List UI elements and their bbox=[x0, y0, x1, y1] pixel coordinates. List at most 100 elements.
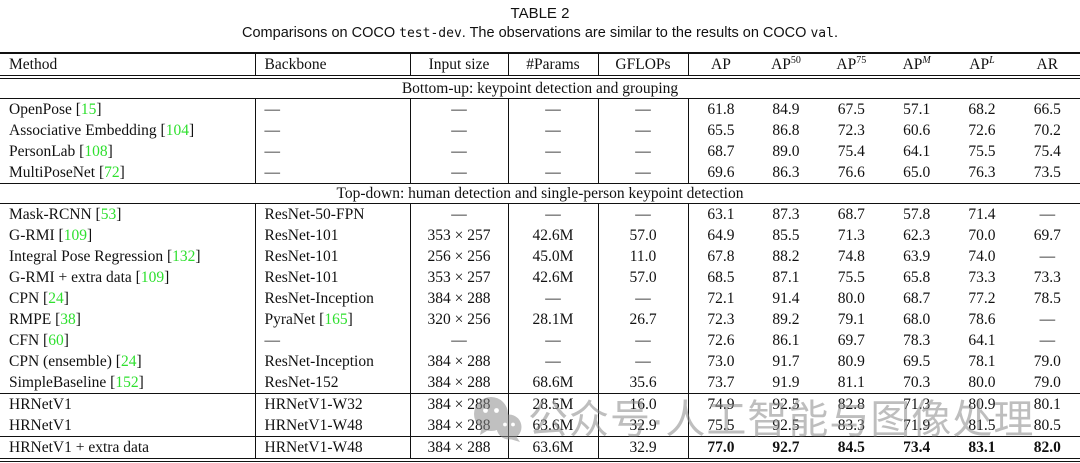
method-cell: Mask-RCNN [53] bbox=[0, 203, 256, 225]
metric-cell: 85.5 bbox=[772, 227, 800, 244]
params-cell: — bbox=[508, 330, 599, 351]
metric-cell: 68.5 bbox=[707, 269, 735, 286]
table-row: CPN [24] ResNet-Inception 384 × 288— —72.1 9… bbox=[0, 288, 1080, 309]
metric-cell: 70.0 bbox=[968, 227, 996, 244]
params-cell: — bbox=[508, 120, 599, 141]
metric-cell: 80.1 bbox=[1014, 393, 1080, 415]
gflops-cell: 32.9 bbox=[598, 436, 689, 462]
metric-cell: 66.5 bbox=[1033, 101, 1061, 118]
metric-cell: 80.0 bbox=[968, 374, 996, 391]
backbone-cell: HRNetV1-W48 bbox=[255, 415, 411, 437]
metric-cell: 72.6 bbox=[707, 332, 735, 349]
metric-cell: 75.4 bbox=[837, 143, 865, 160]
input-size-cell: — bbox=[410, 203, 509, 225]
backbone-cell: ResNet-Inception bbox=[255, 288, 411, 309]
params-cell: 28.5M bbox=[508, 393, 599, 415]
column-header-gflops: GFLOPs bbox=[598, 53, 689, 79]
gflops-cell: — bbox=[598, 288, 689, 309]
caption-text: . bbox=[833, 25, 838, 41]
table-row: HRNetV1 HRNetV1-W48 384 × 288 63.6M 32.9 75.5… bbox=[0, 415, 1080, 437]
backbone-cell: ResNet-152 bbox=[255, 372, 411, 394]
results-table: Method Backbone Input size #Params GFLOPs AP A… bbox=[0, 52, 1080, 462]
metric-cell: 74.0 bbox=[968, 248, 996, 265]
table-caption: Comparisons on COCO test-dev. The observ… bbox=[0, 25, 1080, 41]
metric-cell: 92.7 bbox=[753, 436, 819, 462]
backbone-cell: — bbox=[255, 162, 411, 184]
metric-cell: 60.6 bbox=[903, 122, 931, 139]
metric-cell: 84.5 bbox=[818, 436, 884, 462]
metric-cell: 91.9 bbox=[772, 374, 800, 391]
gflops-cell: 35.6 bbox=[598, 372, 689, 394]
table-row: G-RMI + extra data [109] ResNet-101 353 × … bbox=[0, 267, 1080, 288]
table-row: HRNetV1 + extra data HRNetV1-W48 384 × 288… bbox=[0, 436, 1080, 462]
metric-cell: 84.9 bbox=[772, 101, 800, 118]
metric-cell: 83.1 bbox=[949, 436, 1015, 462]
metric-cell: 71.3 bbox=[837, 227, 865, 244]
metric-cell: 70.2 bbox=[1033, 122, 1061, 139]
gflops-cell: 26.7 bbox=[598, 309, 689, 330]
metric-cell: 72.3 bbox=[837, 122, 865, 139]
backbone-cell: — bbox=[255, 98, 411, 120]
params-cell: 68.6M bbox=[508, 372, 599, 394]
caption-text: Comparisons on COCO bbox=[242, 25, 400, 41]
metric-cell: 82.8 bbox=[818, 393, 884, 415]
input-size-cell: 384 × 288 bbox=[410, 436, 509, 462]
metric-cell: 65.5 bbox=[707, 122, 735, 139]
input-size-cell: — bbox=[410, 162, 509, 184]
table-header-row: Method Backbone Input size #Params GFLOPs AP A… bbox=[0, 53, 1080, 79]
metric-cell: — bbox=[1039, 248, 1056, 265]
gflops-cell: — bbox=[598, 351, 689, 372]
input-size-cell: 384 × 288 bbox=[410, 351, 509, 372]
input-size-cell: 384 × 288 bbox=[410, 288, 509, 309]
metric-cell: 87.3 bbox=[772, 206, 800, 223]
backbone-cell: — bbox=[255, 141, 411, 162]
table-row: CPN (ensemble) [24] ResNet-Inception 384 ×… bbox=[0, 351, 1080, 372]
metric-cell: 81.5 bbox=[968, 417, 996, 434]
metric-cell: — bbox=[1039, 206, 1056, 223]
column-header-apl: APL bbox=[949, 53, 1015, 79]
caption-text: . The observations are similar to the re… bbox=[461, 25, 811, 41]
metric-cell: 64.1 bbox=[968, 332, 996, 349]
gflops-cell: 57.0 bbox=[598, 267, 689, 288]
table-row: OpenPose [15] — — — —61.8 84.9 67.5 57.1 68.2 66.… bbox=[0, 98, 1080, 120]
input-size-cell: — bbox=[410, 98, 509, 120]
column-header-input-size: Input size bbox=[410, 53, 509, 79]
method-cell: SimpleBaseline [152] bbox=[0, 372, 256, 394]
column-header-backbone: Backbone bbox=[255, 53, 411, 79]
metric-cell: 74.9 bbox=[688, 393, 754, 415]
metric-cell: 68.0 bbox=[903, 311, 931, 328]
column-header-ar: AR bbox=[1014, 53, 1080, 79]
metric-cell: 71.3 bbox=[883, 393, 950, 415]
method-cell: Integral Pose Regression [132] bbox=[0, 246, 256, 267]
metric-cell: 75.5 bbox=[707, 417, 735, 434]
metric-cell: 70.3 bbox=[903, 374, 931, 391]
metric-cell: 73.3 bbox=[968, 269, 996, 286]
metric-cell: 81.1 bbox=[837, 374, 865, 391]
gflops-cell: — bbox=[598, 120, 689, 141]
caption-mono-text: val bbox=[810, 26, 834, 41]
metric-cell: 83.3 bbox=[837, 417, 865, 434]
params-cell: — bbox=[508, 141, 599, 162]
citation: 132 bbox=[172, 248, 196, 265]
citation: 104 bbox=[165, 122, 189, 139]
citation: 38 bbox=[60, 311, 76, 328]
method-cell: HRNetV1 bbox=[0, 415, 256, 437]
metric-cell: 64.9 bbox=[707, 227, 735, 244]
gflops-cell: 11.0 bbox=[598, 246, 689, 267]
table-row: Mask-RCNN [53] ResNet-50-FPN — — —63.1 87.3 68… bbox=[0, 203, 1080, 225]
table-row: SimpleBaseline [152] ResNet-152 384 × 288 6… bbox=[0, 372, 1080, 394]
metric-cell: 71.9 bbox=[903, 417, 931, 434]
metric-cell: 75.5 bbox=[968, 143, 996, 160]
citation: 108 bbox=[84, 143, 108, 160]
params-cell: 45.0M bbox=[508, 246, 599, 267]
params-cell: — bbox=[508, 203, 599, 225]
metric-cell: 77.0 bbox=[688, 436, 754, 462]
metric-cell: 76.6 bbox=[837, 164, 865, 181]
metric-cell: 80.9 bbox=[837, 353, 865, 370]
citation: 109 bbox=[63, 227, 87, 244]
metric-cell: 68.7 bbox=[903, 290, 931, 307]
method-cell: Associative Embedding [104] bbox=[0, 120, 256, 141]
citation: 15 bbox=[80, 101, 97, 118]
method-cell: CPN (ensemble) [24] bbox=[0, 351, 256, 372]
metric-cell: 87.1 bbox=[772, 269, 800, 286]
